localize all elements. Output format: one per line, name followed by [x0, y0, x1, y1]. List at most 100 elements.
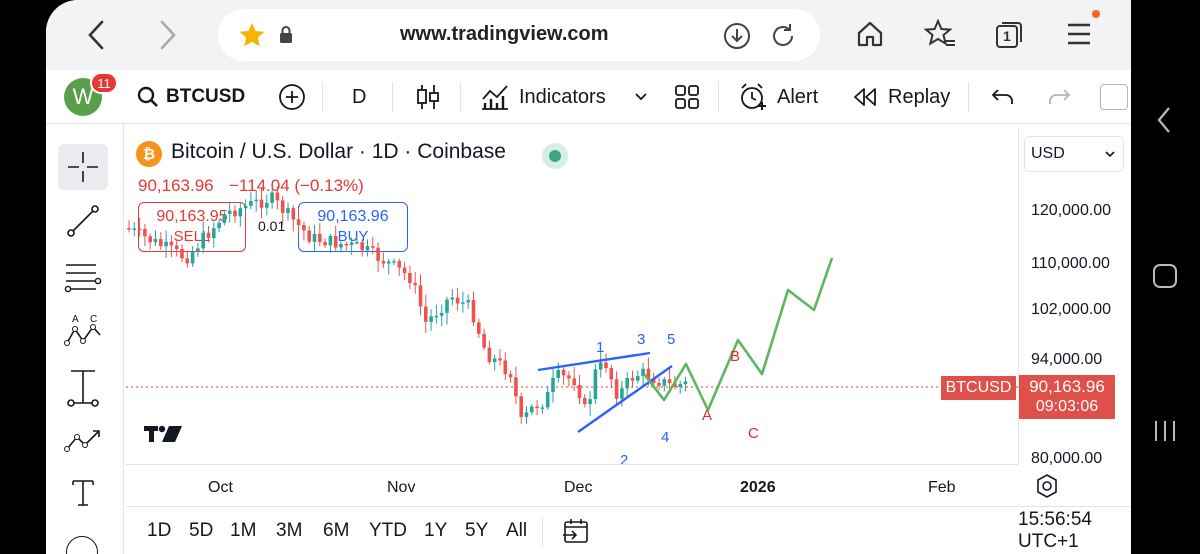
avatar[interactable]: W	[64, 78, 102, 116]
time-tick: Feb	[928, 479, 956, 496]
time-axis[interactable]: Oct Nov Dec 2026 Feb	[126, 464, 1057, 506]
interval-button[interactable]: D	[352, 85, 367, 108]
candles-icon	[417, 85, 439, 109]
candle-body	[593, 369, 598, 400]
symbol-title[interactable]: Bitcoin / U.S. Dollar · 1D · Coinbase	[171, 140, 506, 163]
candle-body	[604, 362, 608, 369]
redo-button[interactable]	[1046, 70, 1072, 124]
candle-body	[429, 316, 433, 322]
candle-body	[381, 260, 386, 264]
candle-body	[185, 258, 190, 264]
candle-body	[657, 382, 661, 386]
candle-body	[598, 362, 603, 370]
sell-button[interactable]: 90,163.95 SELL	[138, 202, 246, 252]
sell-label: SELL	[173, 228, 211, 245]
currency-select[interactable]: USD	[1024, 136, 1124, 172]
forward-icon[interactable]	[154, 18, 180, 57]
url-text[interactable]: www.tradingview.com	[400, 23, 609, 45]
price-tick: 120,000.00	[1031, 202, 1112, 219]
go-to-date-button[interactable]	[562, 507, 590, 554]
time-tick: Oct	[208, 479, 233, 496]
divider	[322, 82, 323, 112]
candle-body	[466, 300, 470, 303]
fullscreen-button[interactable]	[1100, 84, 1128, 110]
range-3m[interactable]: 3M	[276, 520, 303, 541]
clock-timezone[interactable]: 15:56:54 UTC+1	[1018, 509, 1092, 552]
candle-body	[254, 199, 258, 202]
range-6m[interactable]: 6M	[323, 520, 350, 541]
home-icon[interactable]	[856, 20, 884, 53]
reload-icon[interactable]	[768, 21, 798, 56]
candle-body	[196, 248, 200, 252]
undo-button[interactable]	[990, 70, 1016, 124]
nav-recents-icon[interactable]	[1153, 420, 1177, 447]
alert-button[interactable]: Alert	[738, 70, 818, 124]
wave-upper-trendline	[537, 351, 651, 372]
back-icon[interactable]	[84, 18, 110, 57]
replay-label: Replay	[888, 85, 951, 108]
range-1m[interactable]: 1M	[230, 520, 257, 541]
svg-text:C: C	[90, 314, 97, 325]
address-bar[interactable]: www.tradingview.com	[218, 9, 820, 61]
range-all[interactable]: All	[506, 520, 528, 541]
candle-body	[227, 210, 232, 215]
candle-body	[614, 379, 619, 399]
measure-tool[interactable]	[58, 364, 108, 410]
grid-icon	[675, 85, 699, 109]
replay-button[interactable]: Replay	[852, 70, 950, 124]
indicators-dropdown[interactable]	[634, 70, 648, 124]
text-tool[interactable]	[58, 470, 108, 516]
candle-body	[201, 232, 205, 249]
candle-body	[259, 199, 264, 208]
candle-body	[418, 285, 423, 307]
forecast-tool[interactable]	[58, 416, 108, 462]
plus-circle-icon	[279, 84, 305, 110]
candle-body	[445, 299, 449, 313]
chart-toolbar: W 11 BTCUSD D Indicators Alert	[46, 70, 1131, 124]
symbol-search[interactable]: BTCUSD	[136, 70, 245, 124]
chart-canvas[interactable]: 1 2 3 4 5 A B C	[126, 128, 1018, 469]
range-1d[interactable]: 1D	[147, 520, 172, 541]
bookmarks-icon[interactable]	[923, 18, 956, 54]
candle-body	[318, 233, 322, 243]
candle-body	[249, 201, 253, 206]
chart-settings-button[interactable]	[1034, 473, 1060, 504]
candle-body	[190, 251, 195, 264]
smiley-icon[interactable]	[66, 536, 98, 554]
candle-body	[413, 282, 417, 286]
range-1y[interactable]: 1Y	[424, 520, 448, 541]
tabs-icon[interactable]: 1	[994, 20, 1024, 55]
trend-line-tool[interactable]	[58, 198, 108, 244]
fib-tool[interactable]	[58, 254, 108, 300]
candle-body	[344, 243, 349, 246]
layout-button[interactable]	[674, 70, 700, 124]
settings-icon	[1037, 474, 1057, 498]
chart-type-button[interactable]	[416, 70, 440, 124]
candle-body	[148, 236, 152, 243]
candle-body	[641, 368, 645, 377]
nav-back-icon[interactable]	[1155, 106, 1173, 139]
range-ytd[interactable]: YTD	[369, 520, 407, 541]
range-5d[interactable]: 5D	[189, 520, 214, 541]
notification-badge: 11	[90, 72, 118, 94]
crosshair-tool[interactable]	[58, 144, 108, 190]
wave-label-b: B	[730, 348, 740, 365]
indicators-button[interactable]: Indicators	[480, 70, 606, 124]
wave-lower-trendline	[577, 365, 673, 433]
candle-body	[572, 378, 576, 386]
range-5y[interactable]: 5Y	[465, 520, 489, 541]
nav-home-icon[interactable]	[1153, 264, 1177, 288]
buy-label: BUY	[337, 228, 369, 245]
download-icon[interactable]	[722, 21, 752, 56]
compare-button[interactable]	[278, 70, 306, 124]
candle-body	[137, 228, 142, 231]
candle-body	[206, 232, 211, 239]
indicators-label: Indicators	[519, 85, 606, 108]
candle-body	[339, 243, 343, 248]
star-icon[interactable]	[238, 22, 266, 53]
price-axis[interactable]: USD 120,000.00 110,000.00 102,000.00 94,…	[1018, 128, 1131, 467]
menu-icon[interactable]	[1066, 22, 1092, 51]
indicators-icon	[482, 85, 508, 110]
chart-pane[interactable]: 1 2 3 4 5 A B C BTCUSD	[126, 128, 1018, 469]
